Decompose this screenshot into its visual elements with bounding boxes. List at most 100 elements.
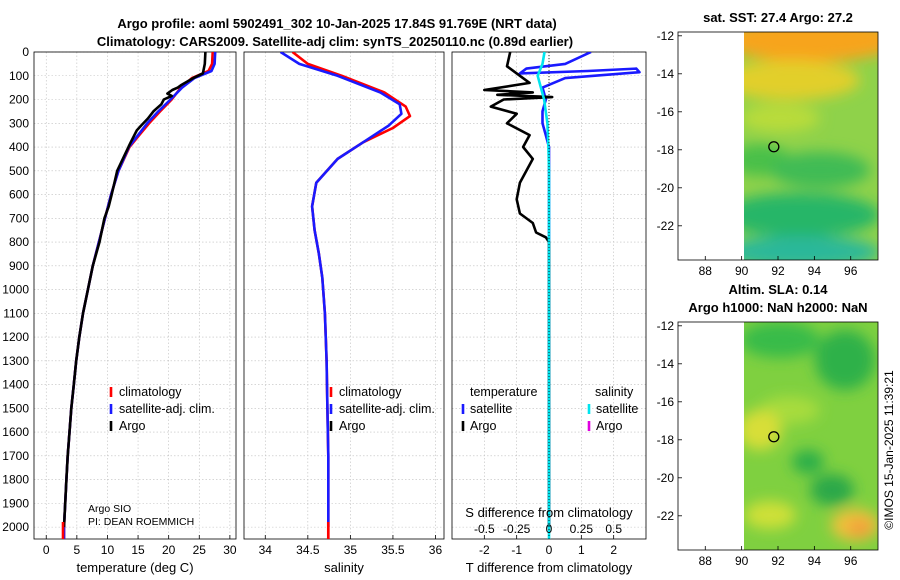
salinity-xtick-label: 36 (429, 543, 443, 557)
difference-panel: -2 -1 0 1 2 T difference from climatology S di… (451, 51, 647, 575)
salinity-xtick-label: 35 (344, 543, 358, 557)
salinity-legend-label: Argo (339, 419, 365, 433)
temperature-xtick-label: 20 (162, 543, 176, 557)
difference-top-xtick-label: -0.5 (474, 522, 495, 536)
difference-xtick-label: 2 (610, 543, 617, 557)
figure-title-line2: Climatology: CARS2009. Satellite-adj cli… (97, 34, 573, 49)
map-xtick-label: 96 (844, 264, 858, 278)
temperature-ytick-label: 1000 (2, 283, 29, 297)
argo-pi: PI: DEAN ROEMMICH (88, 516, 194, 528)
sla-map-axes: 88 90 92 94 96 -12 -14 -16 -18 -20 -22 (657, 319, 858, 568)
temperature-ytick-label: 900 (9, 259, 29, 273)
temperature-ytick-label: 600 (9, 188, 29, 202)
temperature-ytick-label: 1700 (2, 449, 29, 463)
map-xtick-label: 92 (771, 264, 785, 278)
salinity-xtick-label: 34 (259, 543, 273, 557)
temperature-ytick-label: 1300 (2, 354, 29, 368)
temperature-frame (33, 51, 237, 540)
sla-high-west (744, 410, 782, 450)
temperature-ytick-label: 700 (9, 211, 29, 225)
sla-peak-southeast (848, 520, 872, 536)
temperature-xtick-label: 5 (74, 543, 81, 557)
map-xtick-label: 90 (735, 264, 749, 278)
map-ytick-label: -20 (657, 181, 675, 195)
temperature-xtick-label: 0 (43, 543, 50, 557)
difference-xtick-label: 0 (546, 543, 553, 557)
temperature-panel: 0 5 10 15 20 25 300100200300400500600700800900… (2, 45, 237, 575)
temperature-ytick-label: 500 (9, 164, 29, 178)
map-ytick-label: -12 (657, 319, 675, 333)
sst-warm-north (744, 32, 878, 62)
difference-legend-label: satellite (596, 402, 638, 416)
sst-cold-south (744, 236, 878, 260)
argo-institution: Argo SIO (88, 503, 131, 515)
map-xtick-label: 94 (808, 554, 822, 568)
temperature-legend-label: Argo (119, 419, 145, 433)
difference-legend-header-temperature: temperature (470, 385, 537, 399)
salinity-xlabel: salinity (324, 560, 364, 575)
map-xtick-label: 94 (808, 264, 822, 278)
temperature-ytick-label: 2000 (2, 520, 29, 534)
sla-float-marker (768, 431, 780, 443)
map-ytick-label: -20 (657, 471, 675, 485)
temperature-legend-label: climatology (119, 385, 182, 399)
sla-map-title-line1: Altim. SLA: 0.14 (729, 282, 829, 297)
sst-heatmap (744, 32, 878, 260)
temperature-ytick-label: 200 (9, 93, 29, 107)
difference-xtick-label: -2 (479, 543, 490, 557)
map-ytick-label: -18 (657, 433, 675, 447)
figure-title-line1: Argo profile: aoml 5902491_302 10-Jan-20… (117, 16, 556, 31)
map-ytick-label: -12 (657, 29, 675, 43)
temperature-ytick-label: 100 (9, 69, 29, 83)
salinity-series-satellite-adj-clim- (279, 52, 403, 528)
map-ytick-label: -16 (657, 395, 675, 409)
temperature-ytick-label: 1600 (2, 425, 29, 439)
salinity-legend-label: climatology (339, 385, 402, 399)
sst-map-panel: 88 90 92 94 96 -12 -14 -16 -18 -20 -22 (657, 29, 879, 278)
map-xtick-label: 90 (735, 554, 749, 568)
sst-warm-band (744, 60, 860, 100)
sla-high-southwest (744, 501, 796, 529)
temperature-ytick-label: 1800 (2, 473, 29, 487)
map-ytick-label: -18 (657, 143, 675, 157)
imos-credit: ©IMOS 15-Jan-2025 11:39:21 (882, 370, 896, 530)
difference-top-xtick-label: -0.25 (503, 522, 531, 536)
temperature-ytick-label: 1100 (3, 306, 29, 320)
salinity-xtick-label: 34.5 (296, 543, 320, 557)
sla-map-title-line2: Argo h1000: NaN h2000: NaN (688, 300, 867, 315)
sst-float-marker (768, 141, 780, 153)
map-xtick-label: 88 (699, 264, 713, 278)
sst-cool-band (744, 193, 878, 237)
salinity-series-climatology (291, 52, 412, 539)
sst-mid-band (744, 104, 820, 132)
temperature-legend-label: satellite-adj. clim. (119, 402, 215, 416)
temperature-ytick-label: 1200 (2, 330, 29, 344)
salinity-panel: 34 34.5 35 35.5 36 salinity climatology satelli… (243, 51, 445, 575)
map-xtick-label: 92 (771, 554, 785, 568)
sst-map-title: sat. SST: 27.4 Argo: 27.2 (703, 10, 853, 25)
map-ytick-label: -14 (657, 357, 675, 371)
map-ytick-label: -22 (657, 219, 675, 233)
map-xtick-label: 96 (844, 554, 858, 568)
salinity-frame (243, 51, 445, 540)
difference-legend-label: Argo (596, 419, 622, 433)
difference-series-temperature-satellite (518, 52, 641, 528)
map-ytick-label: -14 (657, 67, 675, 81)
difference-series-salinity-satellite (536, 52, 551, 539)
salinity-legend-label: satellite-adj. clim. (339, 402, 435, 416)
sla-low-northeast (815, 330, 875, 390)
temperature-ytick-label: 1500 (2, 401, 29, 415)
difference-top-xtick-label: 0.25 (570, 522, 594, 536)
sla-map-panel: 88 90 92 94 96 -12 -14 -16 -18 -20 -22 (657, 319, 879, 568)
map-ytick-label: -22 (657, 509, 675, 523)
salinity-xtick-label: 35.5 (381, 543, 405, 557)
temperature-xtick-label: 30 (223, 543, 237, 557)
sst-cool-patch-east (770, 152, 870, 188)
difference-legend-label: Argo (470, 419, 496, 433)
temperature-xtick-label: 25 (193, 543, 207, 557)
temperature-series-argo (62, 52, 207, 528)
sst-map-axes: 88 90 92 94 96 -12 -14 -16 -18 -20 -22 (657, 29, 858, 278)
temperature-xtick-label: 10 (101, 543, 115, 557)
sla-low-center (792, 450, 824, 474)
